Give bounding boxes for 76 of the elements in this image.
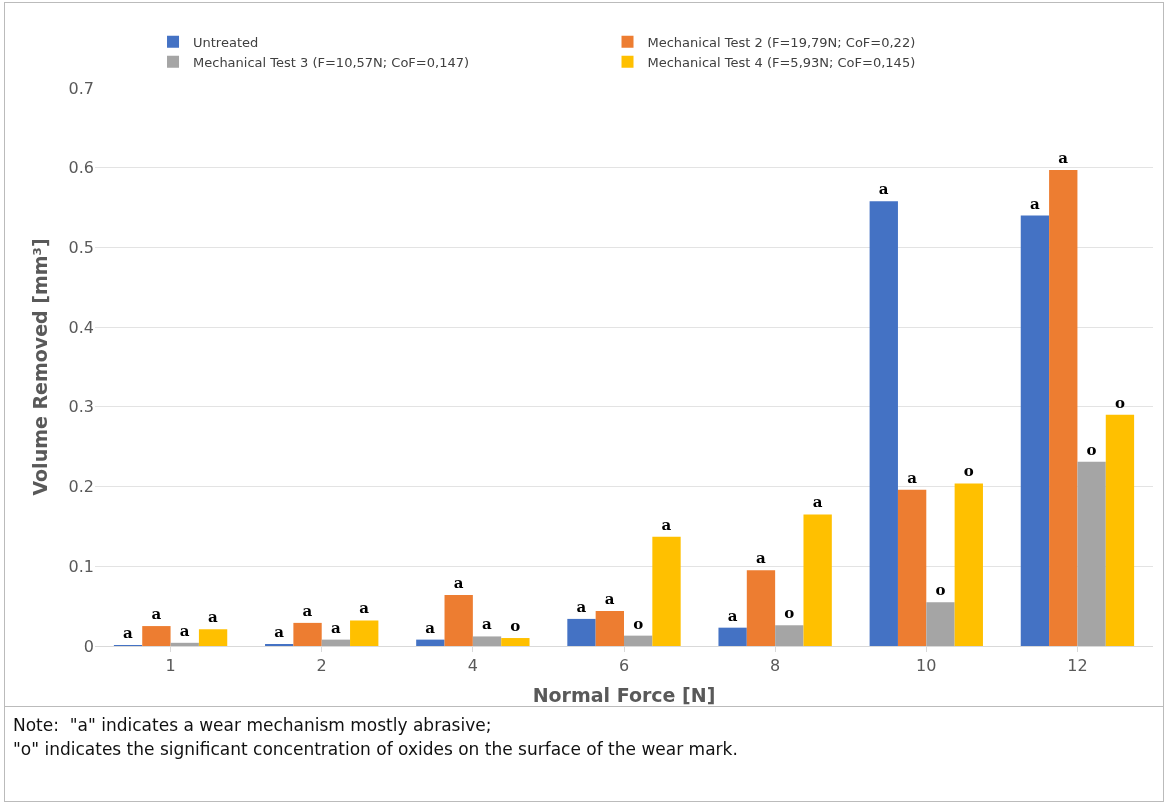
data-label: o xyxy=(1086,440,1097,459)
bar xyxy=(1077,461,1106,646)
data-label: o xyxy=(633,614,644,633)
data-label: a xyxy=(1058,149,1069,168)
data-label: o xyxy=(784,604,795,623)
bar xyxy=(321,639,351,646)
bar xyxy=(293,622,322,646)
data-label: o xyxy=(510,617,521,636)
bar xyxy=(652,536,681,646)
data-label: a xyxy=(359,599,370,618)
bar xyxy=(869,201,898,646)
x-tick-label: 6 xyxy=(618,656,630,676)
bar xyxy=(746,570,776,646)
bar xyxy=(1105,414,1135,646)
bar xyxy=(624,635,653,646)
legend-label: Mechanical Test 2 (F=19,79N; CoF=0,22) xyxy=(647,34,916,50)
x-tick-label: 8 xyxy=(770,656,781,676)
data-label: a xyxy=(1029,194,1040,213)
data-label: a xyxy=(907,468,918,487)
bar xyxy=(567,618,596,646)
data-label: a xyxy=(576,597,587,616)
data-label: a xyxy=(878,180,889,199)
data-label: a xyxy=(661,515,672,534)
y-tick-label: 0.4 xyxy=(68,317,94,337)
bar xyxy=(501,638,530,646)
y-tick-label: 0.3 xyxy=(68,397,94,417)
bar xyxy=(775,625,804,646)
y-tick-label: 0.1 xyxy=(68,556,94,576)
x-tick-label: 4 xyxy=(467,656,478,676)
data-label: a xyxy=(425,618,436,637)
bar xyxy=(142,626,171,646)
bar xyxy=(803,514,832,646)
bar xyxy=(1020,215,1050,646)
data-label: a xyxy=(453,573,464,592)
x-tick-label: 10 xyxy=(916,656,937,676)
bar xyxy=(595,610,624,646)
data-label: o xyxy=(963,462,974,481)
y-tick-label: 0.6 xyxy=(68,158,94,178)
x-tick-label: 1 xyxy=(165,656,176,676)
data-label: a xyxy=(755,549,766,568)
bar xyxy=(926,602,955,646)
bar xyxy=(444,594,473,646)
data-label: a xyxy=(482,615,493,634)
bar xyxy=(350,620,379,646)
data-label: o xyxy=(1114,393,1125,412)
text: Note: "a" indicates a wear mechanism mostly abrasive; "o" indicates the significant concentration of oxides on the surface of the wear mark. xyxy=(13,714,739,761)
y-axis-title: Volume Removed [mm³] xyxy=(29,238,51,496)
y-tick-label: 0 xyxy=(83,636,94,656)
data-label: a xyxy=(123,624,134,642)
y-tick-label: 0.7 xyxy=(68,78,94,98)
x-tick-label: 2 xyxy=(316,656,327,676)
y-tick-label: 0.5 xyxy=(68,238,94,258)
data-label: a xyxy=(179,621,190,640)
data-label: a xyxy=(812,493,823,512)
bar xyxy=(198,629,228,646)
data-label: a xyxy=(208,608,219,627)
bar xyxy=(1049,170,1078,646)
data-label: o xyxy=(935,581,946,600)
data-label: a xyxy=(330,618,341,637)
bar xyxy=(718,627,747,646)
data-label: a xyxy=(274,623,285,641)
data-label: a xyxy=(151,605,162,624)
bar xyxy=(897,489,927,646)
legend-label: Mechanical Test 4 (F=5,93N; CoF=0,145) xyxy=(647,54,916,70)
data-label: a xyxy=(604,589,615,608)
bar xyxy=(170,642,199,646)
x-tick-label: 12 xyxy=(1067,656,1088,676)
bar xyxy=(472,636,502,646)
legend-label: Untreated xyxy=(193,34,259,50)
bar xyxy=(416,639,445,646)
y-tick-label: 0.2 xyxy=(68,477,94,497)
x-axis-title: Normal Force [N] xyxy=(532,684,716,706)
data-label: a xyxy=(302,601,313,620)
legend-label: Mechanical Test 3 (F=10,57N; CoF=0,147) xyxy=(193,54,470,70)
data-label: a xyxy=(727,606,738,625)
bar xyxy=(954,483,983,646)
